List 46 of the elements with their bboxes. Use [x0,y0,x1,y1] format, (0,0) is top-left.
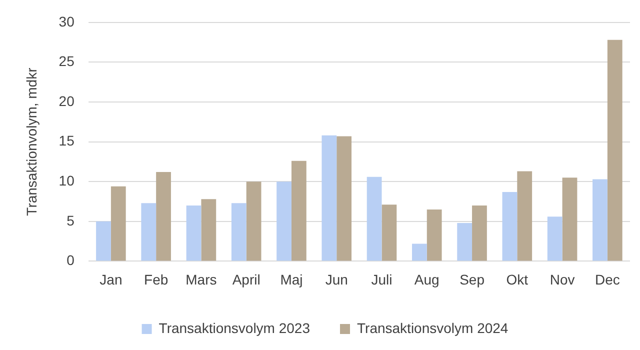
bar [517,171,532,261]
bar [156,172,171,261]
x-tick-label: Jun [325,271,348,288]
x-tick-label: Okt [506,271,528,288]
bar [562,178,578,261]
bar [110,186,126,261]
y-tick-label: 30 [58,13,75,30]
x-tick-label: Nov [550,271,575,288]
bar [592,179,608,261]
y-tick-label: 20 [58,92,75,109]
y-tick-label: 10 [58,172,75,188]
x-tick-label: Aug [414,271,440,288]
bar [502,192,518,261]
bar [457,222,472,261]
legend-label: Transaktionsvolym 2023 [158,320,310,336]
bar [201,199,216,261]
bar [322,135,337,261]
x-tick-label: Jan [100,271,122,288]
x-tick-label: Maj [280,271,303,288]
x-tick-label: Juli [371,271,392,288]
bar [141,203,156,261]
bar [382,204,397,261]
x-tick-label: Dec [594,271,620,288]
bar [547,216,562,261]
bar [366,176,382,261]
bar [336,136,352,261]
bar [186,205,202,261]
bar [231,203,246,261]
bar [291,160,306,261]
bar [276,182,292,261]
x-tick-label: Sep [460,271,485,288]
y-tick-label: 5 [66,212,75,228]
bar [426,209,442,261]
bar [246,182,262,261]
bar [96,221,111,261]
y-axis-title: Transaktionvolym, mdkr [23,67,40,216]
bar [412,244,427,261]
x-tick-label: Feb [144,271,168,288]
y-tick-label: 0 [66,252,75,268]
y-tick-label: 25 [58,53,75,70]
x-tick-label: Mars [186,271,217,288]
bar [472,205,487,261]
bar [607,40,622,261]
legend-label: Transaktionsvolym 2024 [357,320,508,336]
x-tick-label: April [232,271,260,288]
y-tick-label: 15 [58,132,75,149]
